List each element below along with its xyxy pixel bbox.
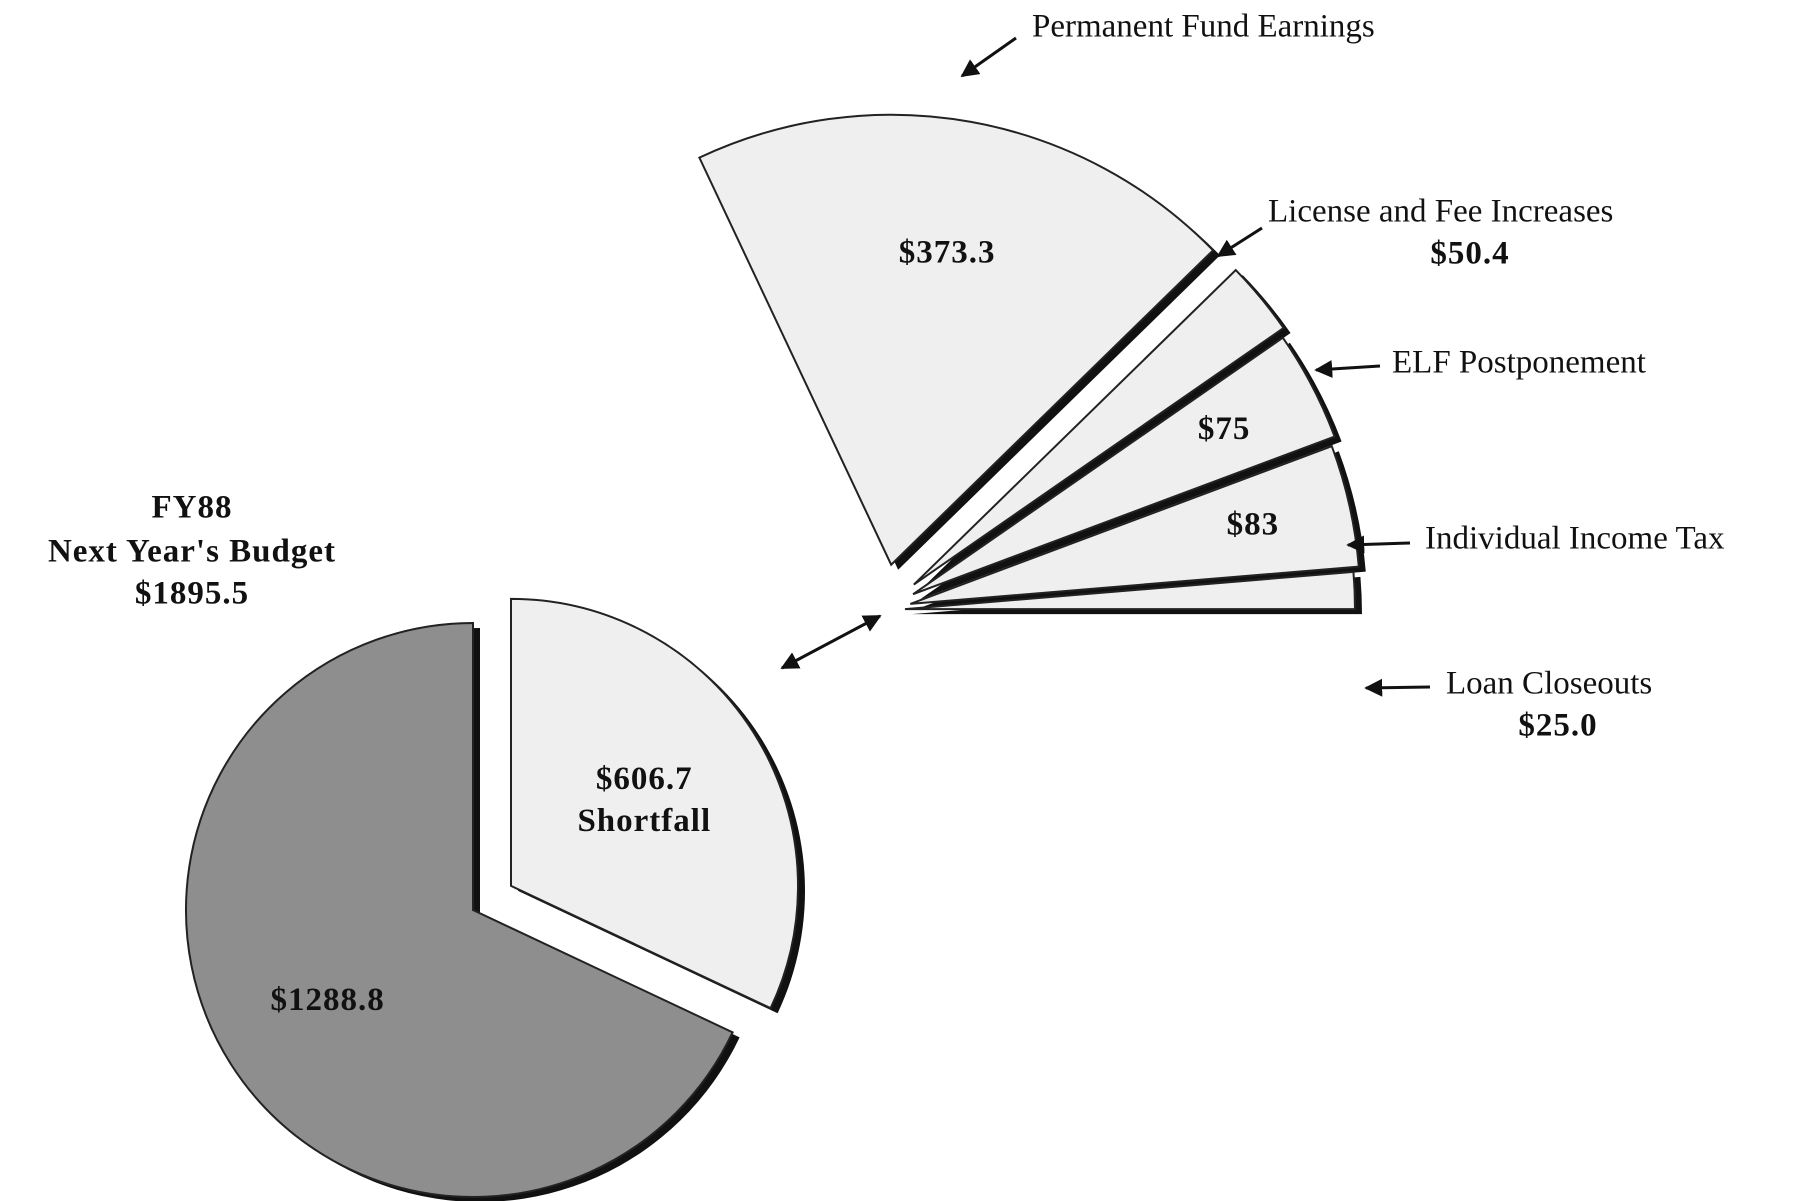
total-label: $1895.5 xyxy=(135,576,249,612)
slice xyxy=(510,597,800,1010)
category-label: License and Fee Increases xyxy=(1268,194,1613,230)
link-arrow xyxy=(780,614,882,670)
slice xyxy=(904,570,1356,611)
value-label: $606.7 xyxy=(596,761,693,797)
slice xyxy=(909,444,1360,605)
category-label: Permanent Fund Earnings xyxy=(1032,9,1375,45)
value-label: $25.0 xyxy=(1518,708,1597,744)
category-label: Loan Closeouts xyxy=(1446,666,1652,702)
slice xyxy=(185,621,734,1198)
value-label: $1288.8 xyxy=(270,982,384,1018)
slice xyxy=(698,113,1215,567)
category-label: Individual Income Tax xyxy=(1425,521,1725,557)
category-label: Shortfall xyxy=(577,803,711,839)
slice xyxy=(913,268,1285,586)
pointer-arrow xyxy=(1346,535,1411,554)
chart-title: FY88 xyxy=(152,490,233,526)
value-label: $373.3 xyxy=(899,234,996,270)
value-label: $75 xyxy=(1198,411,1251,447)
value-label: $50.4 xyxy=(1430,236,1509,272)
pointer-arrow xyxy=(1216,226,1263,258)
chart-subtitle: Next Year's Budget xyxy=(48,534,336,570)
pointer-arrow xyxy=(1314,360,1381,378)
pointer-arrow xyxy=(960,36,1017,78)
slice xyxy=(912,336,1336,596)
value-label: $83 xyxy=(1227,507,1280,543)
category-label: ELF Postponement xyxy=(1392,345,1646,381)
pointer-arrow xyxy=(1364,678,1431,697)
